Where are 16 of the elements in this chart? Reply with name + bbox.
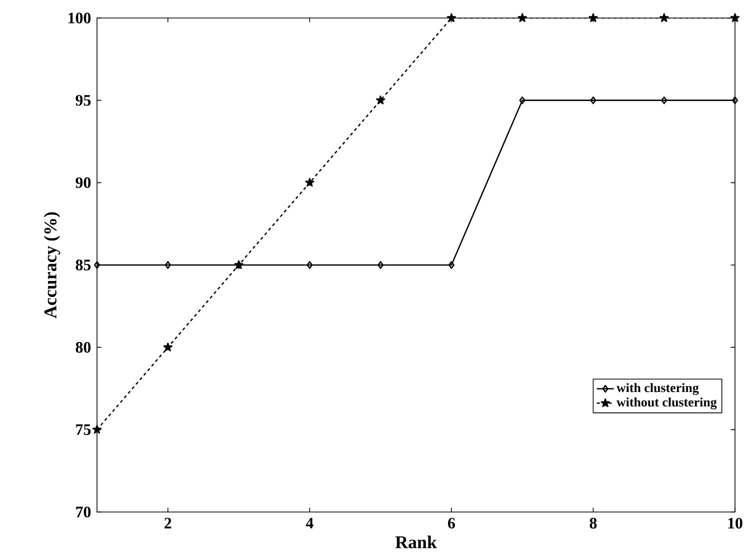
x-tick-label: 8 — [590, 518, 597, 529]
y-tick-label: 100 — [68, 12, 91, 24]
y-tick-label: 80 — [76, 342, 91, 353]
y-tick-label: 70 — [76, 506, 91, 518]
x-tick-label: 2 — [164, 518, 172, 528]
x-axis-title: Rank — [395, 536, 437, 548]
x-tick-label: 10 — [728, 518, 742, 529]
legend-label: with clustering — [616, 383, 699, 395]
y-axis-title: Accuracy (%) — [44, 212, 60, 318]
y-tick-label: 90 — [76, 177, 91, 188]
legend-label: without clustering — [616, 397, 717, 410]
y-tick-label: 75 — [76, 424, 91, 435]
y-tick-label: 85 — [76, 260, 91, 270]
y-tick-label: 95 — [76, 94, 91, 106]
x-tick-label: 6 — [448, 518, 455, 529]
x-tick-label: 4 — [306, 518, 314, 528]
